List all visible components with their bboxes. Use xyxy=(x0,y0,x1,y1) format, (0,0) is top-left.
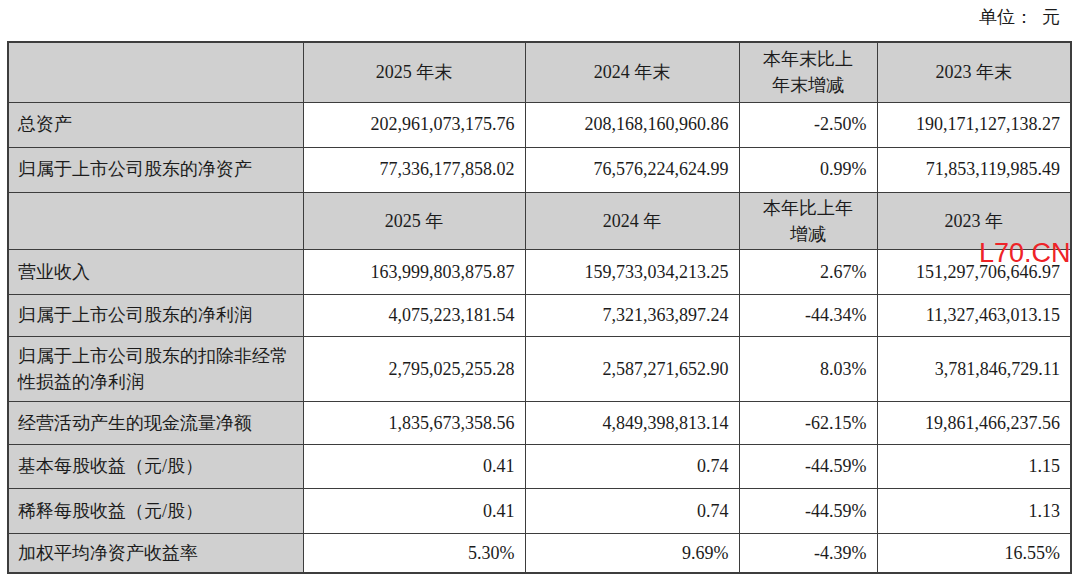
document-page: 单位： 元 L70.CN 2025 年末 2024 年末 本年末比上年末增减 2… xyxy=(0,0,1080,576)
row-label: 稀释每股收益（元/股） xyxy=(8,488,303,533)
value-2024: 7,321,363,897.24 xyxy=(525,294,739,336)
value-2023: 1.15 xyxy=(877,444,1071,488)
header-cell-yoy-end-change: 本年末比上年末增减 xyxy=(739,42,877,102)
value-change: -44.59% xyxy=(739,488,877,533)
value-2023: 19,861,466,237.56 xyxy=(877,401,1071,444)
header-cell-2023-end: 2023 年末 xyxy=(877,42,1071,102)
header-cell-yoy-change: 本年比上年增减 xyxy=(739,192,877,249)
value-2025: 0.41 xyxy=(303,444,525,488)
header-yoy-change-text: 本年比上年增减 xyxy=(755,195,861,247)
value-2025: 0.41 xyxy=(303,488,525,533)
financial-summary-table: 2025 年末 2024 年末 本年末比上年末增减 2023 年末 总资产 20… xyxy=(7,41,1072,574)
row-label: 营业收入 xyxy=(8,249,303,294)
table-row-total-assets: 总资产 202,961,073,175.76 208,168,160,960.8… xyxy=(8,102,1071,147)
row-label: 经营活动产生的现金流量净额 xyxy=(8,401,303,444)
value-2025: 5.30% xyxy=(303,533,525,573)
value-2025: 163,999,803,875.87 xyxy=(303,249,525,294)
header-cell-blank xyxy=(8,42,303,102)
table-row-basic-eps: 基本每股收益（元/股） 0.41 0.74 -44.59% 1.15 xyxy=(8,444,1071,488)
value-2023: 16.55% xyxy=(877,533,1071,573)
row-label: 基本每股收益（元/股） xyxy=(8,444,303,488)
value-2024: 76,576,224,624.99 xyxy=(525,147,739,192)
row-label: 归属于上市公司股东的净资产 xyxy=(8,147,303,192)
value-change: -44.59% xyxy=(739,444,877,488)
value-2024: 4,849,398,813.14 xyxy=(525,401,739,444)
table-header-row-balance: 2025 年末 2024 年末 本年末比上年末增减 2023 年末 xyxy=(8,42,1071,102)
unit-label: 单位： 元 xyxy=(979,5,1060,29)
header-yoy-end-change-text: 本年末比上年末增减 xyxy=(755,46,861,98)
value-2023: 3,781,846,729.11 xyxy=(877,336,1071,401)
value-change: 8.03% xyxy=(739,336,877,401)
table-row-net-assets: 归属于上市公司股东的净资产 77,336,177,858.02 76,576,2… xyxy=(8,147,1071,192)
value-change: -2.50% xyxy=(739,102,877,147)
value-2025: 202,961,073,175.76 xyxy=(303,102,525,147)
table-row-weighted-avg-roe: 加权平均净资产收益率 5.30% 9.69% -4.39% 16.55% xyxy=(8,533,1071,573)
header-cell-2024-end: 2024 年末 xyxy=(525,42,739,102)
value-2024: 159,733,034,213.25 xyxy=(525,249,739,294)
value-2025: 77,336,177,858.02 xyxy=(303,147,525,192)
value-2024: 0.74 xyxy=(525,488,739,533)
value-change: -62.15% xyxy=(739,401,877,444)
value-2023: 71,853,119,985.49 xyxy=(877,147,1071,192)
table-row-diluted-eps: 稀释每股收益（元/股） 0.41 0.74 -44.59% 1.13 xyxy=(8,488,1071,533)
value-2024: 0.74 xyxy=(525,444,739,488)
value-change: 2.67% xyxy=(739,249,877,294)
header-cell-2024: 2024 年 xyxy=(525,192,739,249)
value-2023: 1.13 xyxy=(877,488,1071,533)
value-2023: 11,327,463,013.15 xyxy=(877,294,1071,336)
row-label: 归属于上市公司股东的净利润 xyxy=(8,294,303,336)
table-row-net-profit-excl-nonrecurring: 归属于上市公司股东的扣除非经常性损益的净利润 2,795,025,255.28 … xyxy=(8,336,1071,401)
table-header-row-income: 2025 年 2024 年 本年比上年增减 2023 年 xyxy=(8,192,1071,249)
row-label: 加权平均净资产收益率 xyxy=(8,533,303,573)
header-cell-2025-end: 2025 年末 xyxy=(303,42,525,102)
value-2024: 9.69% xyxy=(525,533,739,573)
header-cell-blank xyxy=(8,192,303,249)
value-change: 0.99% xyxy=(739,147,877,192)
value-2024: 2,587,271,652.90 xyxy=(525,336,739,401)
row-label: 总资产 xyxy=(8,102,303,147)
table-row-net-profit: 归属于上市公司股东的净利润 4,075,223,181.54 7,321,363… xyxy=(8,294,1071,336)
table-row-operating-cash-flow: 经营活动产生的现金流量净额 1,835,673,358.56 4,849,398… xyxy=(8,401,1071,444)
value-change: -4.39% xyxy=(739,533,877,573)
value-2023: 190,171,127,138.27 xyxy=(877,102,1071,147)
financial-summary-table-wrap: 2025 年末 2024 年末 本年末比上年末增减 2023 年末 总资产 20… xyxy=(7,41,1072,574)
table-row-revenue: 营业收入 163,999,803,875.87 159,733,034,213.… xyxy=(8,249,1071,294)
header-cell-2025: 2025 年 xyxy=(303,192,525,249)
value-2025: 1,835,673,358.56 xyxy=(303,401,525,444)
watermark-text: L70.CN xyxy=(979,240,1071,267)
row-label: 归属于上市公司股东的扣除非经常性损益的净利润 xyxy=(8,336,303,401)
value-2025: 2,795,025,255.28 xyxy=(303,336,525,401)
value-change: -44.34% xyxy=(739,294,877,336)
value-2024: 208,168,160,960.86 xyxy=(525,102,739,147)
value-2025: 4,075,223,181.54 xyxy=(303,294,525,336)
